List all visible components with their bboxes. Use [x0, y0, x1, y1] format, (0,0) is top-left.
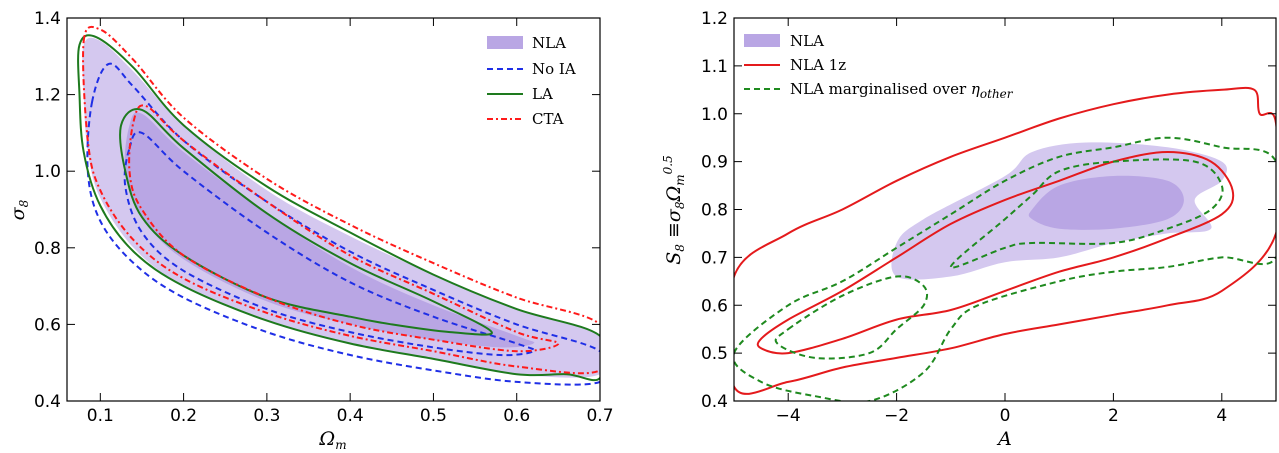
right-y-tick-label: 0.4 — [701, 392, 728, 412]
right-contour-nla-marginalised-over-other-1 — [949, 158, 1224, 269]
legend-label-nla-1z: NLA 1z — [790, 56, 846, 74]
left-x-tick-label: 0.5 — [420, 406, 447, 426]
right-y-tick-label: 0.9 — [701, 153, 728, 173]
right-y-tick-label: 0.6 — [701, 296, 728, 316]
right-axis-ticks: −4 −2 0 2 4 0.4 0.5 0.6 0.7 0.8 0.9 1.0 1.1 1.2 — [701, 9, 1276, 426]
left-contour-no-ia-1 — [123, 131, 536, 357]
left-contour-cta-1 — [128, 104, 560, 353]
right-chart-panel: −4 −2 0 2 4 0.4 0.5 0.6 0.7 0.8 0.9 1.0 1.1 1.2 A S8 … — [661, 9, 1277, 450]
left-x-tick-label: 0.6 — [503, 406, 530, 426]
legend-label-la: LA — [532, 85, 553, 103]
right-y-tick-label: 0.5 — [701, 344, 728, 364]
left-contour-la-1 — [119, 108, 493, 336]
left-y-tick-label: 0.6 — [34, 315, 61, 335]
left-x-tick-label: 0.2 — [170, 406, 197, 426]
legend-swatch-nla — [487, 36, 523, 49]
right-y-tick-label: 0.8 — [701, 201, 728, 221]
right-y-tick-label: 1.2 — [701, 9, 728, 29]
legend-label-nla: NLA — [532, 34, 566, 52]
right-y-tick-label: 1.1 — [701, 57, 728, 77]
right-contour-nla-1 — [1028, 175, 1184, 230]
left-x-tick-label: 0.3 — [253, 406, 280, 426]
right-x-tick-label: 4 — [1216, 406, 1227, 426]
left-x-tick-label: 0.1 — [87, 406, 114, 426]
left-legend: NLA No IA LA CTA — [487, 34, 576, 128]
right-contour-layer — [734, 86, 1276, 401]
left-y-axis-label: σ8 — [7, 199, 31, 220]
legend-label-cta: CTA — [532, 110, 564, 128]
left-chart-panel: 0.1 0.2 0.3 0.4 0.5 0.6 0.70.40.60.81.01.21.4 … — [7, 9, 614, 452]
right-x-tick-label: −4 — [776, 406, 801, 426]
legend-label-no-ia: No IA — [532, 60, 576, 78]
legend-label-nla-marg: NLA marginalised over ηother — [790, 80, 1014, 101]
left-y-tick-label: 0.8 — [34, 239, 61, 259]
left-y-tick-label: 1.0 — [34, 162, 61, 182]
left-y-tick-label: 1.4 — [34, 9, 61, 29]
right-contour-nla-marginalised-over-other-2 — [774, 275, 929, 360]
left-x-axis-label: Ωm — [318, 428, 346, 452]
right-y-axis-label: S8 ≡σ8Ωm0.5 — [661, 155, 687, 265]
left-y-tick-label: 0.4 — [34, 392, 61, 412]
left-y-tick-label: 1.2 — [34, 86, 61, 106]
right-contour-nla-1z-1 — [756, 150, 1235, 355]
left-x-tick-label: 0.7 — [586, 406, 613, 426]
right-x-axis-label: A — [996, 428, 1012, 450]
right-y-tick-label: 0.7 — [701, 248, 728, 268]
right-contour-nla-1z-0 — [734, 86, 1276, 395]
right-legend: NLA NLA 1z NLA marginalised over ηother — [744, 32, 1014, 101]
left-contour-la-0 — [77, 34, 600, 382]
legend-label-nla-right: NLA — [790, 32, 824, 50]
left-x-tick-label: 0.4 — [337, 406, 364, 426]
right-x-tick-label: 0 — [1000, 406, 1011, 426]
right-y-tick-label: 1.0 — [701, 105, 728, 125]
right-x-tick-label: −2 — [884, 406, 909, 426]
right-x-tick-label: 2 — [1108, 406, 1119, 426]
left-contour-layer — [77, 25, 600, 386]
left-contour-nla-1 — [124, 112, 535, 348]
left-plot-frame — [66, 17, 601, 402]
right-contour-nla-marginalised-over-other-0 — [734, 136, 1276, 401]
left-axis-ticks: 0.1 0.2 0.3 0.4 0.5 0.6 0.7 0.4 0.6 0.8 1.0 1.2 1.4 — [34, 9, 614, 426]
legend-swatch-nla-right — [744, 34, 780, 47]
